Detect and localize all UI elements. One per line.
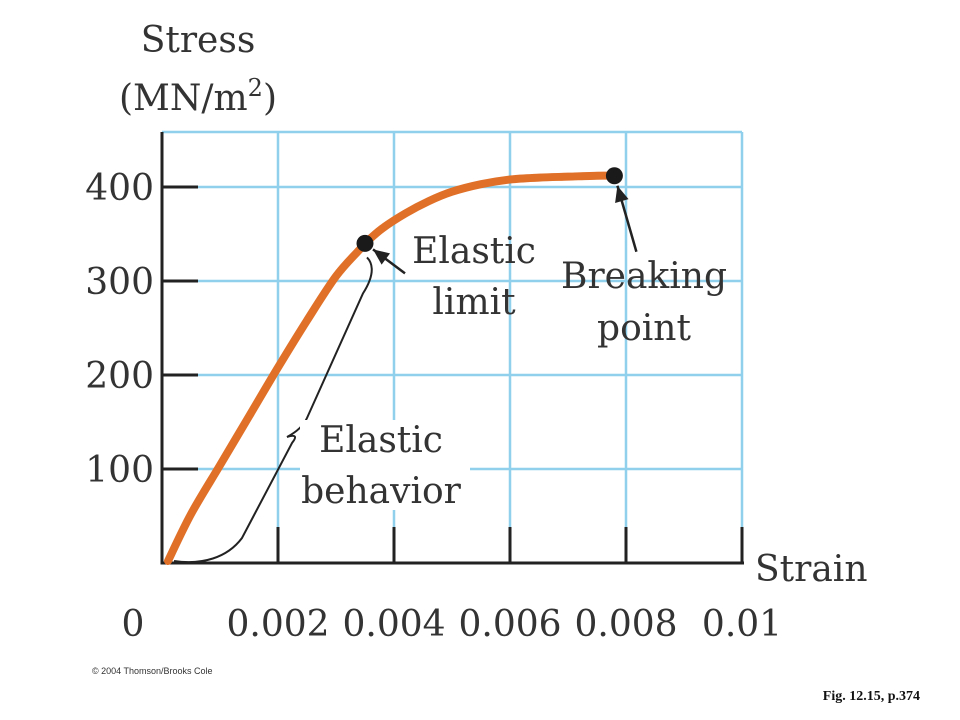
annotation-elastic-behavior-line2: behavior — [301, 471, 462, 512]
copyright-text: © 2004 Thomson/Brooks Cole — [92, 666, 213, 676]
annotation-breaking-point-line1: Breaking — [561, 256, 727, 297]
stress-strain-curve — [164, 171, 619, 565]
y-tick-label: 100 — [85, 450, 154, 491]
x-tick-label: 0.002 — [226, 604, 329, 645]
y-axis-label-line2: (MN/m2) — [119, 74, 277, 119]
annotation-elastic-behavior-line1: Elastic — [319, 420, 443, 461]
annotation-elastic-behavior: Elastic behavior — [300, 420, 470, 512]
x-tick-label: 0 — [122, 604, 145, 645]
x-tick-label: 0.01 — [702, 604, 782, 645]
x-tick-label: 0.008 — [574, 604, 677, 645]
annotation-breaking-point-line2: point — [597, 308, 691, 349]
y-tick-label: 400 — [85, 168, 154, 209]
y-tick-label: 200 — [85, 356, 154, 397]
figure-reference: Fig. 12.15, p.374 — [823, 689, 920, 704]
x-tick-label: 0.006 — [458, 604, 561, 645]
chart-series — [164, 171, 619, 565]
brace-path — [173, 256, 373, 564]
arrow-elastic-limit-head — [373, 249, 390, 265]
y-tick-labels: 100 200 300 400 — [85, 168, 154, 491]
point-elastic-limit — [356, 234, 374, 252]
annotation-elastic-limit-line2: limit — [432, 282, 516, 323]
point-breaking-point — [605, 167, 623, 185]
chart-axes — [160, 132, 744, 565]
arrow-breaking-point-head — [615, 185, 629, 204]
annotation-elastic-limit-line1: Elastic — [412, 231, 536, 272]
x-tick-labels: 0 0.002 0.004 0.006 0.008 0.01 — [122, 604, 783, 645]
annotation-arrows — [372, 185, 638, 275]
elastic-behavior-brace — [173, 256, 373, 564]
chart-points — [356, 167, 623, 252]
y-tick-label: 300 — [85, 262, 154, 303]
annotation-elastic-limit: Elastic limit — [412, 231, 536, 323]
y-axis-label-line1: Stress — [141, 20, 256, 61]
x-tick-label: 0.004 — [342, 604, 445, 645]
annotation-breaking-point: Breaking point — [561, 256, 727, 349]
x-axis-label: Strain — [755, 549, 868, 590]
